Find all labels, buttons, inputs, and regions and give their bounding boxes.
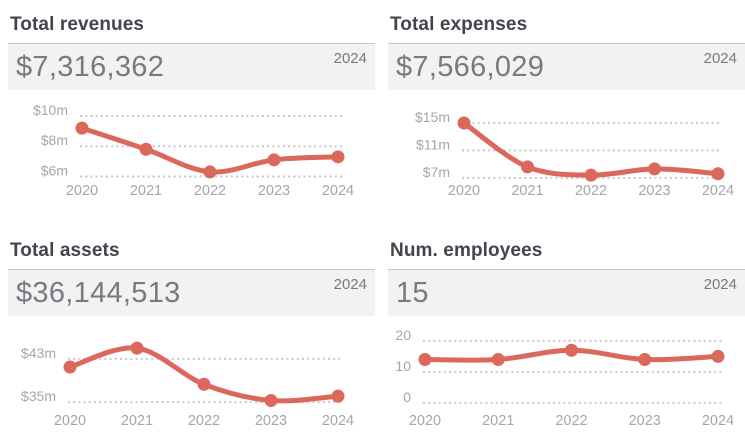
x-axis-label: 2021 [482,413,514,429]
x-axis-label: 2023 [255,413,287,429]
card-title: Total revenues [8,10,375,44]
x-axis-label: 2023 [629,413,661,429]
card-title: Total expenses [388,10,745,44]
data-point[interactable] [75,121,89,135]
trend-chart-total-expenses[interactable]: $15m $11m $7m 2020 2021 2022 2023 2024 [388,100,745,200]
year-label: 2024 [333,50,367,67]
x-axis-label: 2023 [638,183,670,199]
value-box: $7,566,029 2024 [388,44,745,90]
y-axis-label: $11m [416,136,450,152]
data-point[interactable] [331,150,345,164]
year-label: 2024 [333,276,367,293]
data-point[interactable] [491,353,505,367]
x-axis-label: 2022 [575,183,607,199]
data-point[interactable] [638,353,652,367]
trend-chart-total-revenues[interactable]: $10m $8m $6m 2020 2021 2022 2023 2024 [8,100,375,200]
y-axis-label: 20 [395,330,411,343]
kpi-value: 15 [396,277,429,309]
kpi-card-total-revenues[interactable]: Total revenues $7,316,362 2024 $10m $8m $6… [8,10,375,200]
x-axis-label: 2021 [511,183,543,199]
x-axis-label: 2024 [322,413,354,429]
y-axis-label: $8m [41,132,68,148]
x-axis-label: 2024 [702,413,734,429]
x-axis-label: 2020 [66,183,98,199]
data-point[interactable] [203,165,217,179]
kpi-value: $36,144,513 [16,277,181,309]
y-axis-label: $7m [423,164,450,180]
y-axis-label: $15m [415,109,450,125]
y-axis-label: $43m [21,345,56,361]
data-point[interactable] [418,353,432,367]
kpi-value: $7,316,362 [16,51,165,83]
data-point[interactable] [267,153,281,167]
card-title: Total assets [8,236,375,270]
data-point[interactable] [648,162,661,176]
kpi-card-num-employees[interactable]: Num. employees 15 2024 20 10 0 2020 2021 2022… [388,236,745,430]
data-point[interactable] [521,160,534,174]
trend-chart-total-assets[interactable]: $43m $35m 2020 2021 2022 2023 2024 [8,330,375,430]
y-axis-label: $35m [21,388,56,404]
trend-line [461,120,721,178]
x-axis-label: 2021 [130,183,162,199]
card-title: Num. employees [388,236,745,270]
year-label: 2024 [703,50,737,67]
data-point[interactable] [197,377,211,391]
data-point[interactable] [264,393,278,407]
data-point[interactable] [331,389,345,403]
x-axis-label: 2020 [54,413,86,429]
data-point[interactable] [565,343,578,357]
x-axis-label: 2022 [188,413,220,429]
x-axis-label: 2024 [322,183,354,199]
year-label: 2024 [703,276,737,293]
x-axis-label: 2022 [194,183,226,199]
x-axis-label: 2021 [121,413,153,429]
x-axis-label: 2022 [555,413,587,429]
y-axis-label: 10 [395,358,411,374]
y-axis-label: 0 [403,389,411,405]
x-axis-label: 2020 [448,183,480,199]
data-point[interactable] [711,167,725,181]
value-box: $36,144,513 2024 [8,270,375,316]
y-axis-label: $6m [41,162,68,178]
kpi-card-total-assets[interactable]: Total assets $36,144,513 2024 $43m $35m 20… [8,236,375,430]
x-axis-label: 2023 [258,183,290,199]
data-point[interactable] [130,341,144,355]
x-axis-label: 2020 [409,413,441,429]
data-point[interactable] [457,116,471,130]
value-box: $7,316,362 2024 [8,44,375,90]
trend-line [67,345,341,404]
value-box: 15 2024 [388,270,745,316]
data-point[interactable] [711,349,725,363]
kpi-value: $7,566,029 [396,51,545,83]
data-point[interactable] [584,168,598,182]
data-point[interactable] [139,142,153,156]
trend-chart-num-employees[interactable]: 20 10 0 2020 2021 2022 2023 2024 [388,330,745,430]
kpi-card-total-expenses[interactable]: Total expenses $7,566,029 2024 $15m $11m $… [388,10,745,200]
y-axis-label: $10m [33,102,68,118]
x-axis-label: 2024 [702,183,734,199]
data-point[interactable] [63,360,77,374]
